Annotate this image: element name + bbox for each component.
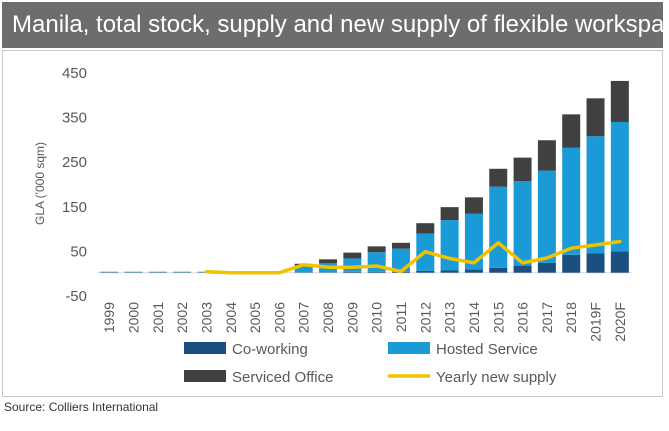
- bar-co-working-2017: [538, 263, 556, 273]
- bar-serviced-office-2019F: [587, 98, 605, 136]
- bar-hosted-service-2020F: [611, 122, 629, 251]
- bar-serviced-office-2010: [368, 246, 386, 252]
- source-note: Source: Colliers International: [4, 400, 158, 414]
- bar-serviced-office-2017: [538, 140, 556, 170]
- legend-swatch-3: [184, 370, 226, 382]
- bar-co-working-2009: [343, 272, 361, 273]
- x-tick-label: 2020F: [612, 302, 628, 342]
- stacked-bar-chart: -50 50 150 250 350 450 GLA ('000 sqm) 1999 2000 2…: [0, 0, 669, 431]
- bar-hosted-service-2017: [538, 171, 556, 263]
- bar-hosted-service-2018: [562, 148, 580, 255]
- legend-swatch-2: [388, 342, 430, 354]
- bar-co-working-2015: [489, 268, 507, 273]
- bar-hosted-service-2013: [441, 220, 459, 270]
- bar-serviced-office-2009: [343, 253, 361, 259]
- x-tick-label: 2014: [466, 302, 482, 333]
- bar-hosted-service-2015: [489, 187, 507, 268]
- legend-label: Co-working: [232, 341, 308, 358]
- y-tick-label: 50: [70, 243, 87, 260]
- bar-co-working-2014: [465, 270, 483, 273]
- bar-co-working-2019F: [587, 254, 605, 273]
- x-tick-label: 1999: [101, 302, 117, 333]
- bar-hosted-service-2009: [343, 258, 361, 271]
- x-tick-label: 2006: [271, 302, 287, 333]
- bar-serviced-office-2014: [465, 197, 483, 214]
- bar-co-working-2013: [441, 270, 459, 272]
- bar-serviced-office-2018: [562, 114, 580, 147]
- x-tick-label: 2009: [344, 302, 360, 333]
- bar-serviced-office-2012: [416, 223, 434, 233]
- legend-label: Hosted Service: [436, 341, 538, 358]
- line-yearly-new-supply: [206, 242, 619, 273]
- y-tick-label: 150: [62, 199, 87, 216]
- y-tick-label: 450: [62, 65, 87, 82]
- x-tick-label: 2007: [296, 302, 312, 333]
- x-tick-label: 2003: [198, 302, 214, 333]
- bar-co-working-2010: [368, 272, 386, 273]
- legend-label: Serviced Office: [232, 369, 333, 386]
- bar-serviced-office-2011: [392, 243, 410, 249]
- y-axis-title: GLA ('000 sqm): [33, 142, 47, 225]
- x-tick-label: 2017: [539, 302, 555, 333]
- legend-label: Yearly new supply: [436, 369, 557, 386]
- x-tick-label: 2013: [442, 302, 458, 333]
- y-tick-label: 350: [62, 110, 87, 127]
- x-tick-label: 2002: [174, 302, 190, 333]
- x-tick-label: 2016: [515, 302, 531, 333]
- bar-serviced-office-2016: [514, 158, 532, 182]
- legend-swatch-1: [184, 342, 226, 354]
- bar-serviced-office-2015: [489, 169, 507, 187]
- bar-serviced-office-2013: [441, 207, 459, 220]
- x-tick-label: 2018: [563, 302, 579, 333]
- y-tick-label: 250: [62, 154, 87, 171]
- bar-co-working-2016: [514, 266, 532, 273]
- x-tick-label: 2015: [490, 302, 506, 333]
- bar-co-working-2012: [416, 271, 434, 273]
- x-tick-label: 2000: [125, 302, 141, 333]
- bar-serviced-office-2008: [319, 259, 337, 263]
- bar-hosted-service-2016: [514, 181, 532, 266]
- bar-co-working-2020F: [611, 251, 629, 272]
- x-tick-label: 2005: [247, 302, 263, 333]
- x-tick-label: 2001: [150, 302, 166, 333]
- x-tick-label: 2004: [223, 302, 239, 333]
- x-tick-label: 2012: [417, 302, 433, 333]
- bar-serviced-office-2020F: [611, 81, 629, 122]
- x-tick-label: 2011: [393, 302, 409, 332]
- bar-co-working-2018: [562, 255, 580, 273]
- x-tick-label: 2019F: [588, 302, 604, 342]
- bar-hosted-service-2019F: [587, 136, 605, 253]
- y-tick-label: -50: [65, 288, 87, 305]
- x-tick-label: 2010: [369, 302, 385, 333]
- x-tick-label: 2008: [320, 302, 336, 333]
